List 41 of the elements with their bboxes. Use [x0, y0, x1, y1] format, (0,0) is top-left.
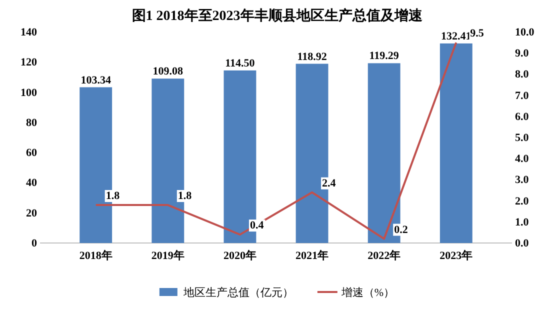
y2-tick-label: 4.0 [515, 153, 530, 166]
data-label: 9.5 [470, 28, 484, 40]
data-label: 103.34 [80, 74, 112, 86]
y-tick-label: 140 [20, 26, 38, 39]
y-tick-label: 120 [20, 56, 38, 69]
y2-tick-label: 8.0 [515, 68, 530, 81]
y2-tick-label: 10.0 [515, 26, 535, 39]
data-label: 118.92 [297, 50, 328, 63]
data-label: 114.50 [225, 57, 256, 70]
data-label: 132.41 [441, 30, 472, 42]
y2-tick-label: 9.0 [515, 48, 530, 60]
y2-tick-label: 6.0 [515, 110, 530, 123]
y2-tick-label: 2.0 [515, 195, 530, 208]
y2-tick-label: 5.0 [515, 132, 530, 144]
y2-tick-label: 0.0 [515, 238, 530, 250]
y2-tick-label: 7.0 [515, 90, 530, 102]
data-label: 0.2 [394, 224, 408, 236]
data-label: 0.4 [250, 220, 264, 232]
x-tick-label: 2018年 [79, 249, 112, 262]
x-tick-label: 2020年 [223, 249, 256, 262]
data-label: 1.8 [178, 190, 192, 202]
data-label: 2.4 [322, 177, 336, 190]
legend-label: 地区生产总值（亿元） [182, 286, 294, 299]
y-tick-label: 80 [26, 116, 38, 129]
y-tick-label: 100 [20, 86, 38, 99]
legend-label: 增速（%） [340, 286, 395, 299]
y2-tick-label: 3.0 [515, 174, 530, 186]
data-label: 1.8 [106, 190, 120, 202]
y2-tick-label: 1.0 [515, 216, 530, 228]
data-label: 109.08 [152, 66, 184, 78]
x-tick-label: 2021年 [296, 249, 329, 262]
bar [440, 43, 472, 243]
y-tick-label: 40 [26, 177, 38, 190]
x-tick-label: 2023年 [440, 249, 473, 262]
y-tick-label: 60 [26, 147, 38, 160]
y-tick-label: 20 [26, 207, 38, 220]
chart-title: 图1 2018年至2023年丰顺县地区生产总值及增速 [132, 7, 424, 24]
data-label: 119.29 [369, 50, 400, 62]
x-tick-label: 2022年 [368, 249, 401, 262]
x-tick-label: 2019年 [151, 249, 184, 262]
y-tick-label: 0 [32, 238, 38, 250]
